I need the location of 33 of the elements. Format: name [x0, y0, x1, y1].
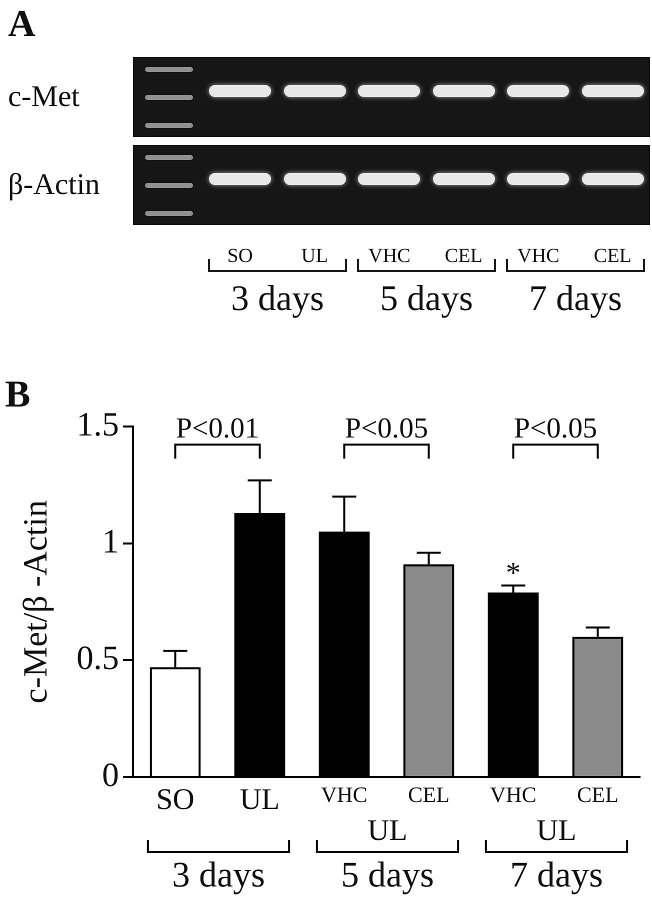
text: 7 days [529, 278, 622, 318]
category-label: VHC [517, 245, 560, 267]
category-label: β-Actin [8, 168, 100, 201]
y-axis-title: c-Met/β -Actin [17, 500, 54, 704]
category-label: SO [227, 245, 253, 267]
data-label: * [506, 556, 521, 590]
category-label: c-Met [8, 80, 80, 113]
annotation: P<0.05 [514, 412, 598, 445]
text: 5 days [341, 854, 434, 894]
x-tick-label: CEL [408, 782, 450, 807]
y-tick-label: 0.5 [76, 640, 119, 678]
category-label: CEL [594, 245, 632, 267]
x-tick-label: SO [156, 782, 194, 816]
x-tick-label: VHC [321, 782, 368, 807]
x-tick-label: UL [240, 782, 280, 816]
y-tick-label: 0 [102, 756, 119, 794]
x-tick-label: VHC [490, 782, 536, 807]
chart-title: B [5, 374, 30, 416]
text: UL [368, 814, 408, 847]
annotation: P<0.01 [176, 412, 260, 445]
y-tick-label: 1.5 [76, 406, 119, 444]
text: UL [536, 814, 576, 847]
text: 7 days [510, 854, 603, 894]
annotation: P<0.05 [344, 412, 428, 445]
category-label: VHC [368, 245, 410, 267]
text: 3 days [172, 854, 265, 894]
y-tick-label: 1 [102, 523, 119, 560]
text: A [8, 3, 36, 45]
x-tick-label: CEL [576, 782, 619, 807]
text: 5 days [380, 278, 473, 318]
category-label: CEL [444, 245, 483, 267]
text: 3 days [231, 278, 324, 318]
category-label: UL [301, 245, 328, 267]
